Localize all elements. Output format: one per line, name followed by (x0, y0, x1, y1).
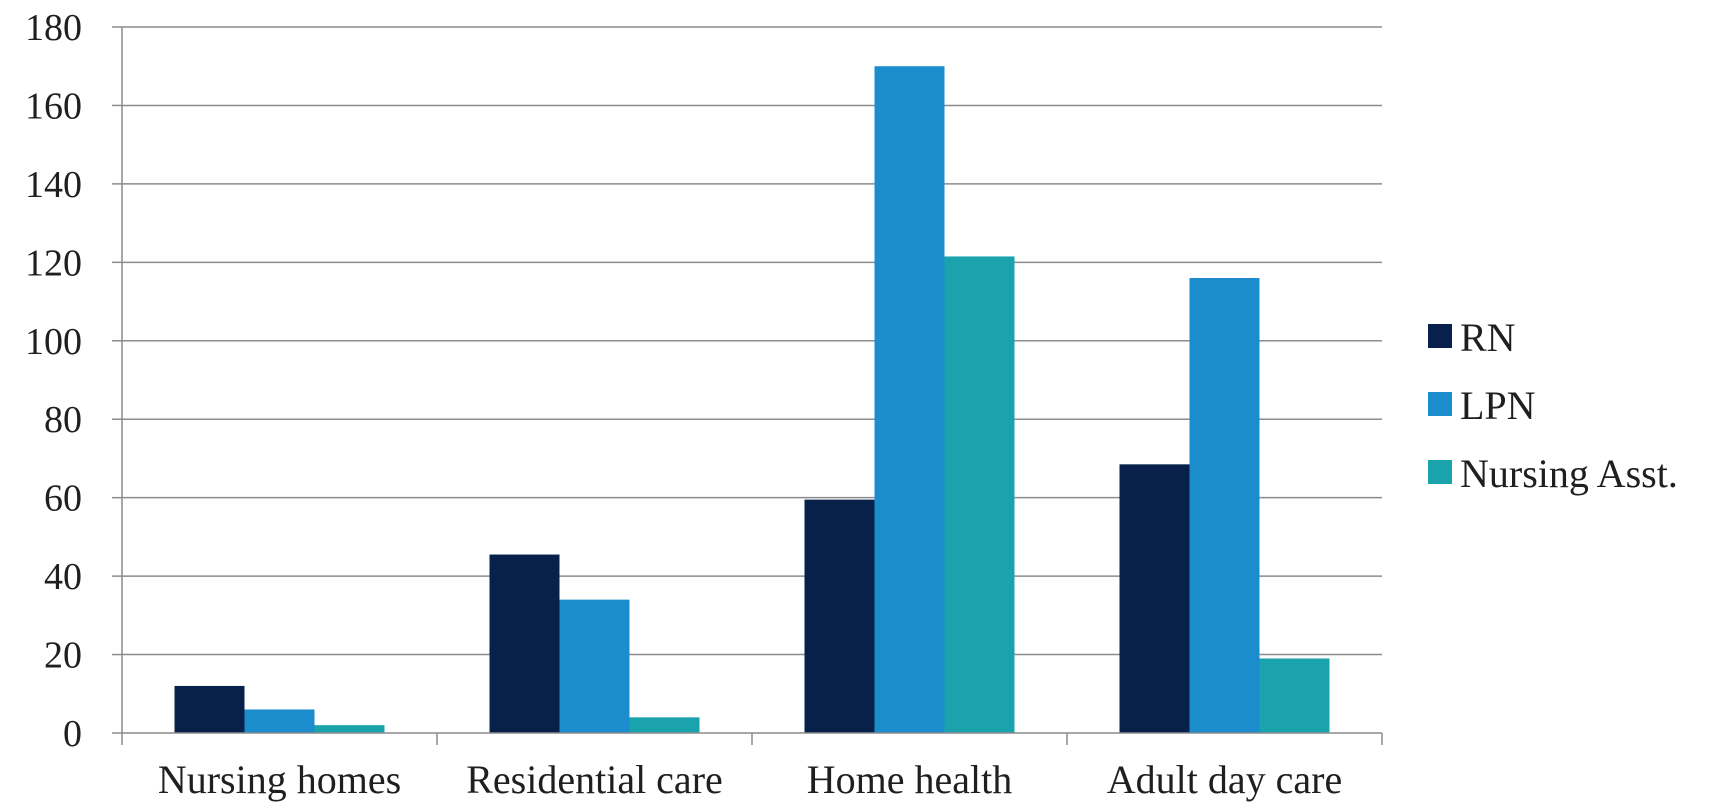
bar-lpn-adult-day-care (1189, 278, 1260, 733)
y-tick-label: 20 (44, 635, 82, 677)
y-tick-label: 120 (25, 242, 82, 284)
axes: 0 20 40 60 80 100 120 140 160 180 Nursing homes Res… (25, 7, 1383, 802)
bar-nursing-asst-residential-care (629, 717, 700, 733)
bar-rn-adult-day-care (1119, 464, 1190, 733)
bar-nursing-asst-home-health (944, 256, 1015, 733)
bar-rn-nursing-homes (174, 685, 245, 733)
legend-item: Nursing Asst. (1428, 451, 1678, 496)
bars (174, 66, 1330, 733)
y-tick-label: 0 (63, 713, 82, 755)
bar-lpn-nursing-homes (244, 709, 315, 733)
legend-swatch (1428, 460, 1452, 484)
bar-rn-residential-care (489, 554, 560, 733)
legend-label: LPN (1460, 383, 1536, 428)
y-tick-label: 80 (44, 399, 82, 441)
x-category-label: Nursing homes (158, 757, 401, 802)
y-tick-label: 100 (25, 321, 82, 363)
legend: RN LPN Nursing Asst. (1428, 315, 1678, 496)
legend-label: RN (1460, 315, 1516, 360)
y-tick-label: 160 (25, 85, 82, 127)
y-tick-label: 180 (25, 7, 82, 49)
y-tick-label: 140 (25, 164, 82, 206)
legend-item: LPN (1428, 383, 1536, 428)
bar-lpn-home-health (874, 66, 945, 733)
x-category-label: Adult day care (1107, 757, 1342, 802)
bar-nursing-asst-nursing-homes (314, 725, 385, 733)
legend-swatch (1428, 392, 1452, 416)
y-tick-label: 40 (44, 556, 82, 598)
x-category-label: Residential care (466, 757, 723, 802)
legend-item: RN (1428, 315, 1516, 360)
x-category-label: Home health (807, 757, 1013, 802)
bar-rn-home-health (804, 499, 875, 733)
legend-label: Nursing Asst. (1460, 451, 1678, 496)
bar-nursing-asst-adult-day-care (1259, 658, 1330, 733)
bar-lpn-residential-care (559, 599, 630, 733)
gridlines (122, 26, 1382, 656)
y-tick-label: 60 (44, 478, 82, 520)
legend-swatch (1428, 324, 1452, 348)
